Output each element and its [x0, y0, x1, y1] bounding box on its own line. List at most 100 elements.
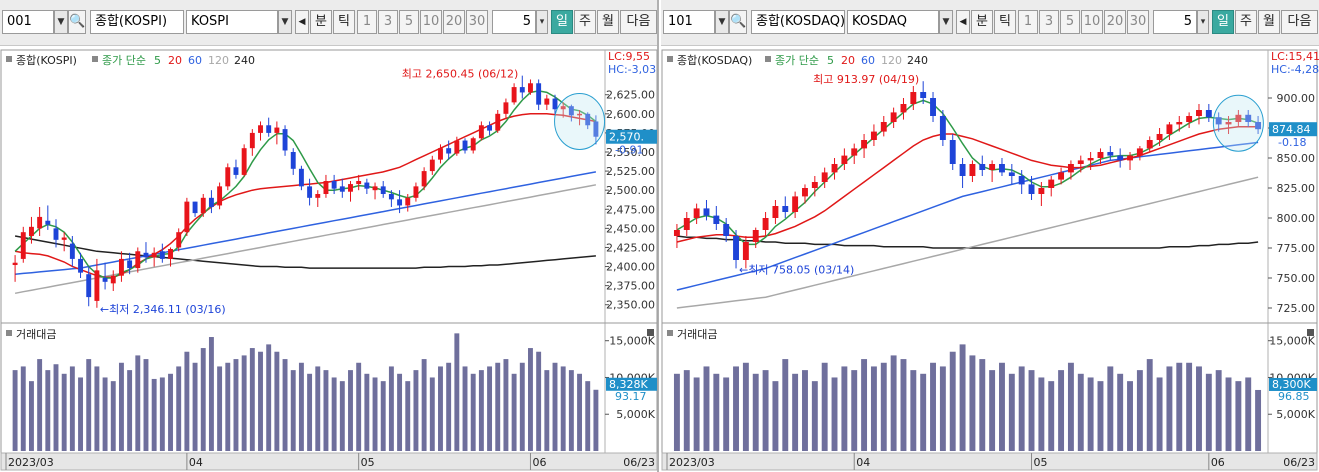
- symbol-dropdown-arrow[interactable]: ▼: [939, 10, 953, 34]
- candle-body: [519, 87, 525, 93]
- interval-min-button[interactable]: 분: [971, 10, 993, 34]
- candle-body: [1028, 184, 1035, 194]
- candle-body: [1008, 172, 1015, 176]
- lc-label: LC:9,55: [608, 50, 650, 63]
- interval-tick-button[interactable]: 틱: [994, 10, 1016, 34]
- next-button[interactable]: 다음: [620, 10, 657, 34]
- volume-badge-bg: [606, 377, 657, 391]
- code-input[interactable]: 101: [663, 10, 715, 34]
- volume-badge-bg: [1269, 377, 1317, 391]
- candle-body: [45, 220, 51, 225]
- candle-body: [552, 98, 558, 110]
- volume-bar: [568, 370, 574, 451]
- prev-arrow-icon[interactable]: ◀: [295, 10, 309, 34]
- interval-20-button[interactable]: 20: [1104, 10, 1126, 34]
- period-input[interactable]: 5: [492, 10, 536, 34]
- interval-1-button[interactable]: 1: [1018, 10, 1038, 34]
- kosdaq-chart[interactable]: 900.00875.00850.00825.00800.00775.00750.…: [661, 46, 1319, 472]
- code-dropdown-arrow[interactable]: ▼: [715, 10, 729, 34]
- interval-30-button[interactable]: 30: [1127, 10, 1149, 34]
- interval-3-button[interactable]: 3: [1039, 10, 1059, 34]
- volume-bar: [12, 370, 18, 451]
- ma60-line: [676, 141, 1259, 291]
- volume-bar: [110, 381, 116, 451]
- volume-tick-label: 15,000K: [1269, 335, 1315, 348]
- kospi-chart-area[interactable]: 2,625.002,600.002,575.002,550.002,525.00…: [0, 46, 659, 472]
- volume-bar: [1186, 362, 1193, 451]
- candle-body: [421, 171, 427, 187]
- candle-body: [861, 140, 868, 149]
- interval-tick-button[interactable]: 틱: [333, 10, 355, 34]
- volume-tick-label: 15,000K: [609, 335, 655, 348]
- symbol-select[interactable]: KOSPI: [186, 10, 278, 34]
- week-button[interactable]: 주: [574, 10, 596, 34]
- candle-body: [470, 138, 476, 151]
- volume-bar: [159, 377, 165, 451]
- volume-bar: [135, 355, 141, 451]
- volume-bar: [454, 333, 460, 451]
- day-button[interactable]: 일: [1212, 10, 1234, 34]
- legend-ma60: 60: [188, 54, 202, 67]
- volume-bar: [53, 364, 59, 451]
- interval-5-button[interactable]: 5: [1060, 10, 1080, 34]
- volume-bar: [989, 370, 996, 451]
- index-name-field[interactable]: 종합(KOSPI): [90, 10, 184, 34]
- price-badge-bg: [606, 129, 657, 144]
- volume-bar: [176, 366, 182, 451]
- interval-10-button[interactable]: 10: [420, 10, 442, 34]
- interval-min-button[interactable]: 분: [310, 10, 332, 34]
- candle-body: [102, 278, 108, 282]
- code-input[interactable]: 001: [2, 10, 54, 34]
- interval-30-button[interactable]: 30: [466, 10, 488, 34]
- symbol-select[interactable]: KOSDAQ: [847, 10, 939, 34]
- interval-10-button[interactable]: 10: [1081, 10, 1103, 34]
- volume-bar: [1077, 373, 1084, 451]
- volume-bar: [388, 366, 394, 451]
- period-spin-icon[interactable]: ▾: [536, 10, 548, 34]
- candle-body: [127, 260, 133, 269]
- code-dropdown-arrow[interactable]: ▼: [54, 10, 68, 34]
- candle-body: [536, 83, 542, 105]
- price-tick-label: 800.00: [1277, 212, 1316, 225]
- kosdaq-panel: 101 ▼ 🔍 종합(KOSDAQ) KOSDAQ ▼ ◀ 분 틱 1 3 5 …: [661, 0, 1319, 472]
- kospi-panel: 001 ▼ 🔍 종합(KOSPI) KOSPI ▼ ◀ 분 틱 1 3 5 10…: [0, 0, 659, 472]
- week-button[interactable]: 주: [1235, 10, 1257, 34]
- volume-bar: [478, 370, 484, 451]
- legend-ma-label: 종가 단순: [102, 54, 146, 67]
- volume-legend-marker: [6, 330, 12, 336]
- volume-bar: [821, 362, 828, 451]
- volume-bar: [969, 355, 976, 451]
- month-button[interactable]: 월: [597, 10, 619, 34]
- period-spin-icon[interactable]: ▾: [1197, 10, 1209, 34]
- candle-body: [821, 172, 828, 182]
- period-input[interactable]: 5: [1153, 10, 1197, 34]
- volume-bar: [184, 351, 190, 451]
- month-button[interactable]: 월: [1258, 10, 1280, 34]
- interval-5-button[interactable]: 5: [399, 10, 419, 34]
- volume-bar: [28, 381, 34, 451]
- interval-20-button[interactable]: 20: [443, 10, 465, 34]
- volume-bar: [298, 362, 304, 451]
- prev-arrow-icon[interactable]: ◀: [956, 10, 970, 34]
- interval-3-button[interactable]: 3: [378, 10, 398, 34]
- candle-body: [258, 125, 263, 133]
- candle-body: [478, 125, 484, 139]
- day-button[interactable]: 일: [551, 10, 573, 34]
- search-icon[interactable]: 🔍: [68, 10, 86, 34]
- x-axis-label: 05: [1034, 456, 1048, 469]
- volume-bar: [723, 377, 730, 451]
- next-button[interactable]: 다음: [1281, 10, 1318, 34]
- kosdaq-chart-area[interactable]: 900.00875.00850.00825.00800.00775.00750.…: [661, 46, 1319, 472]
- price-tick-label: 2,550.00: [606, 146, 655, 159]
- volume-bar: [307, 373, 313, 451]
- candle-body: [446, 148, 452, 154]
- candle-body: [282, 129, 288, 151]
- kospi-chart[interactable]: 2,625.002,600.002,575.002,550.002,525.00…: [0, 46, 659, 472]
- index-name-field[interactable]: 종합(KOSDAQ): [751, 10, 845, 34]
- candle-body: [454, 140, 460, 154]
- candle-body: [200, 197, 206, 214]
- interval-1-button[interactable]: 1: [357, 10, 377, 34]
- volume-bar: [249, 348, 255, 451]
- symbol-dropdown-arrow[interactable]: ▼: [278, 10, 292, 34]
- search-icon[interactable]: 🔍: [729, 10, 747, 34]
